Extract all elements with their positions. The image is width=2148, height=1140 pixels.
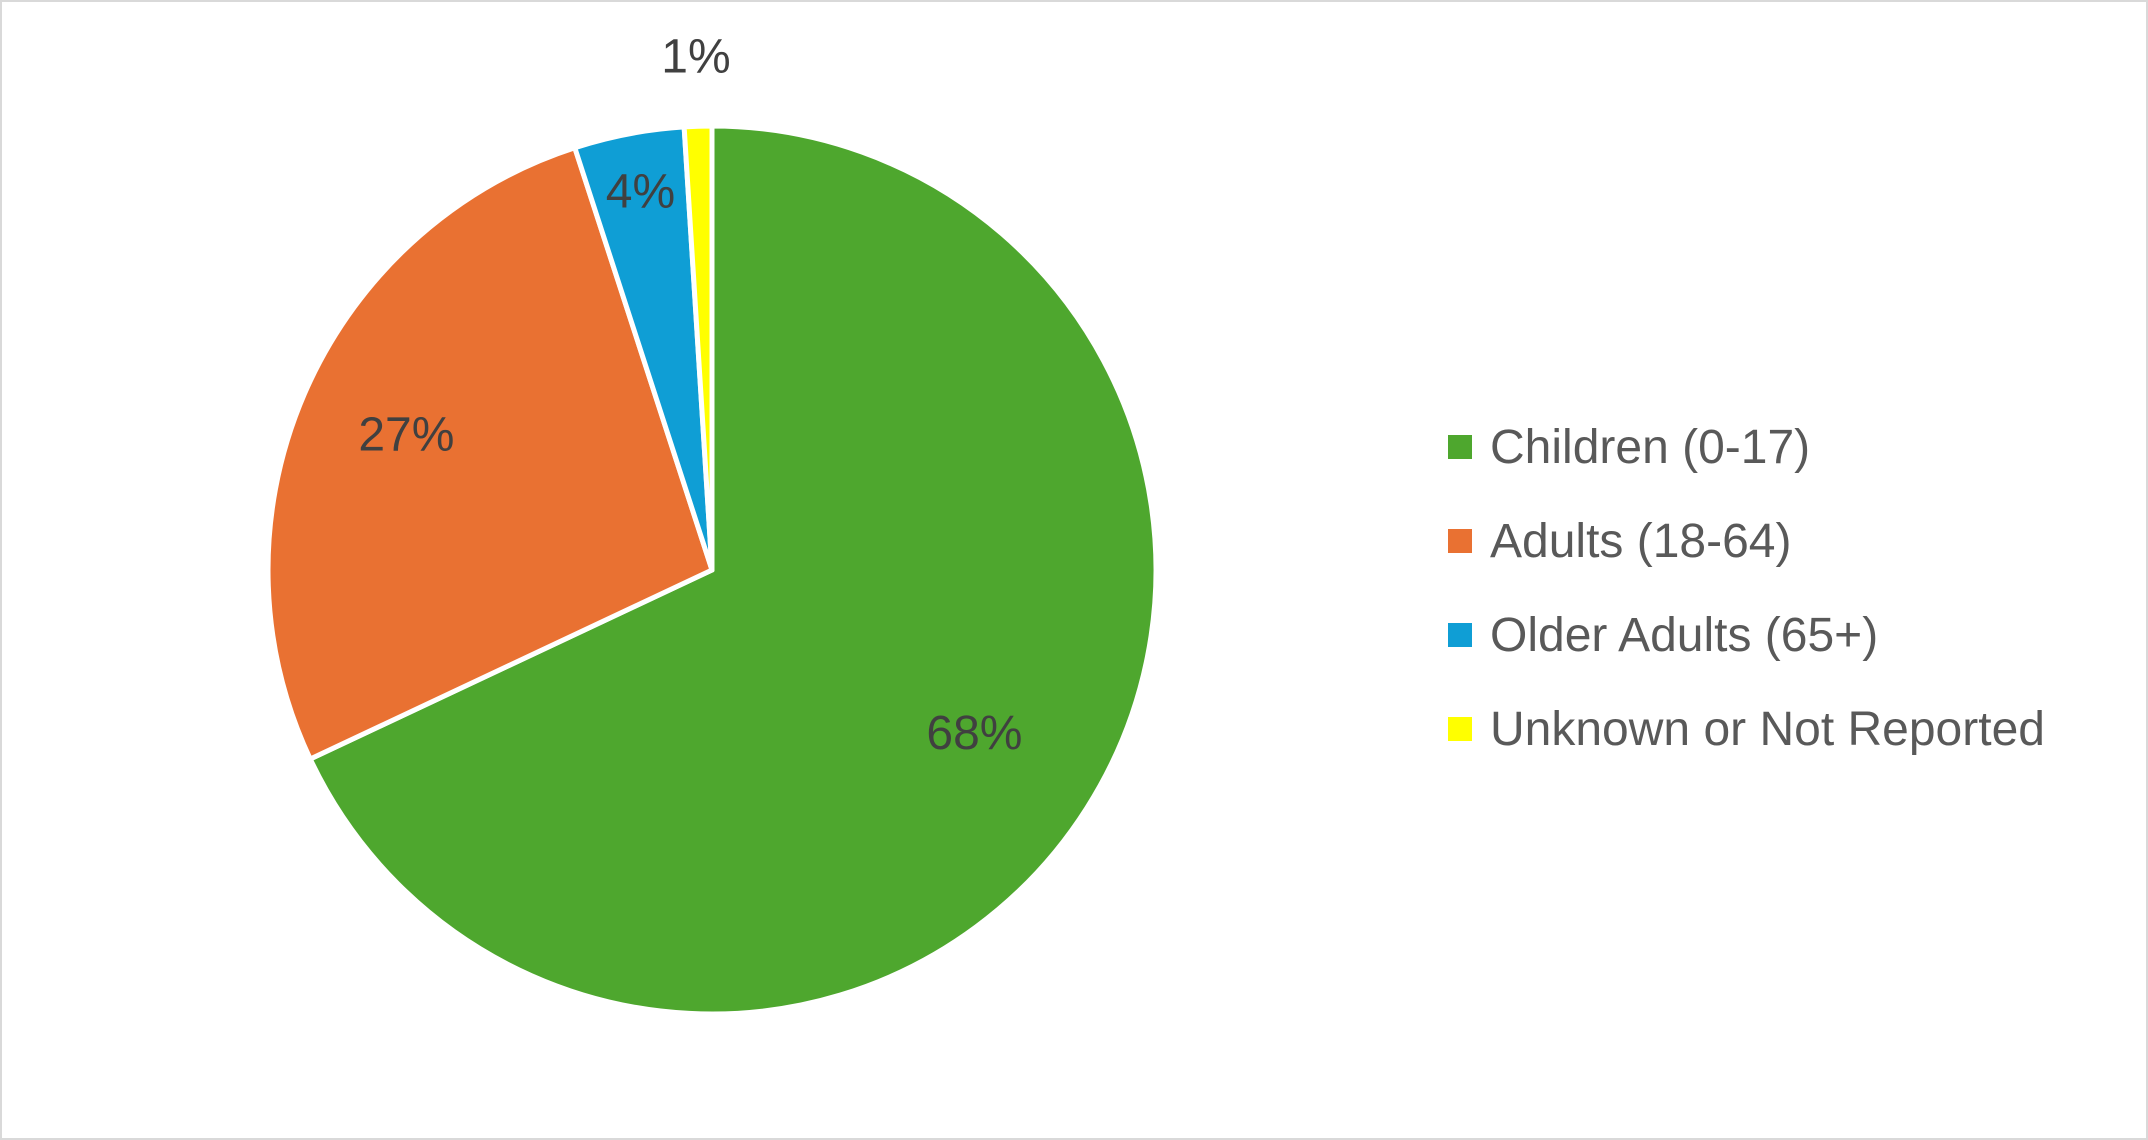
- legend-item-older-adults: Older Adults (65+): [1448, 588, 2045, 682]
- pie-slice-unknown: [681, 123, 715, 573]
- legend-swatch-unknown: [1448, 717, 1472, 741]
- data-label-children: 68%: [926, 707, 1022, 760]
- legend: Children (0-17) Adults (18-64) Older Adu…: [1448, 400, 2045, 776]
- legend-label-unknown: Unknown or Not Reported: [1490, 702, 2045, 756]
- legend-label-children: Children (0-17): [1490, 420, 1811, 474]
- legend-swatch-children: [1448, 435, 1472, 459]
- data-label-older-adults: 4%: [606, 166, 675, 219]
- pie-data-labels: 68% 27% 4% 1%: [358, 30, 1022, 760]
- data-label-unknown: 1%: [661, 30, 730, 83]
- legend-swatch-older-adults: [1448, 623, 1472, 647]
- legend-swatch-adults: [1448, 529, 1472, 553]
- legend-label-adults: Adults (18-64): [1490, 514, 1792, 568]
- legend-label-older-adults: Older Adults (65+): [1490, 608, 1879, 662]
- legend-item-children: Children (0-17): [1448, 400, 2045, 494]
- pie-slice-adults: [265, 145, 715, 762]
- legend-item-unknown: Unknown or Not Reported: [1448, 682, 2045, 776]
- legend-item-adults: Adults (18-64): [1448, 494, 2045, 588]
- data-label-adults: 27%: [358, 408, 454, 461]
- pie-slices: [265, 123, 1159, 1017]
- pie-slice-children: [307, 123, 1159, 1017]
